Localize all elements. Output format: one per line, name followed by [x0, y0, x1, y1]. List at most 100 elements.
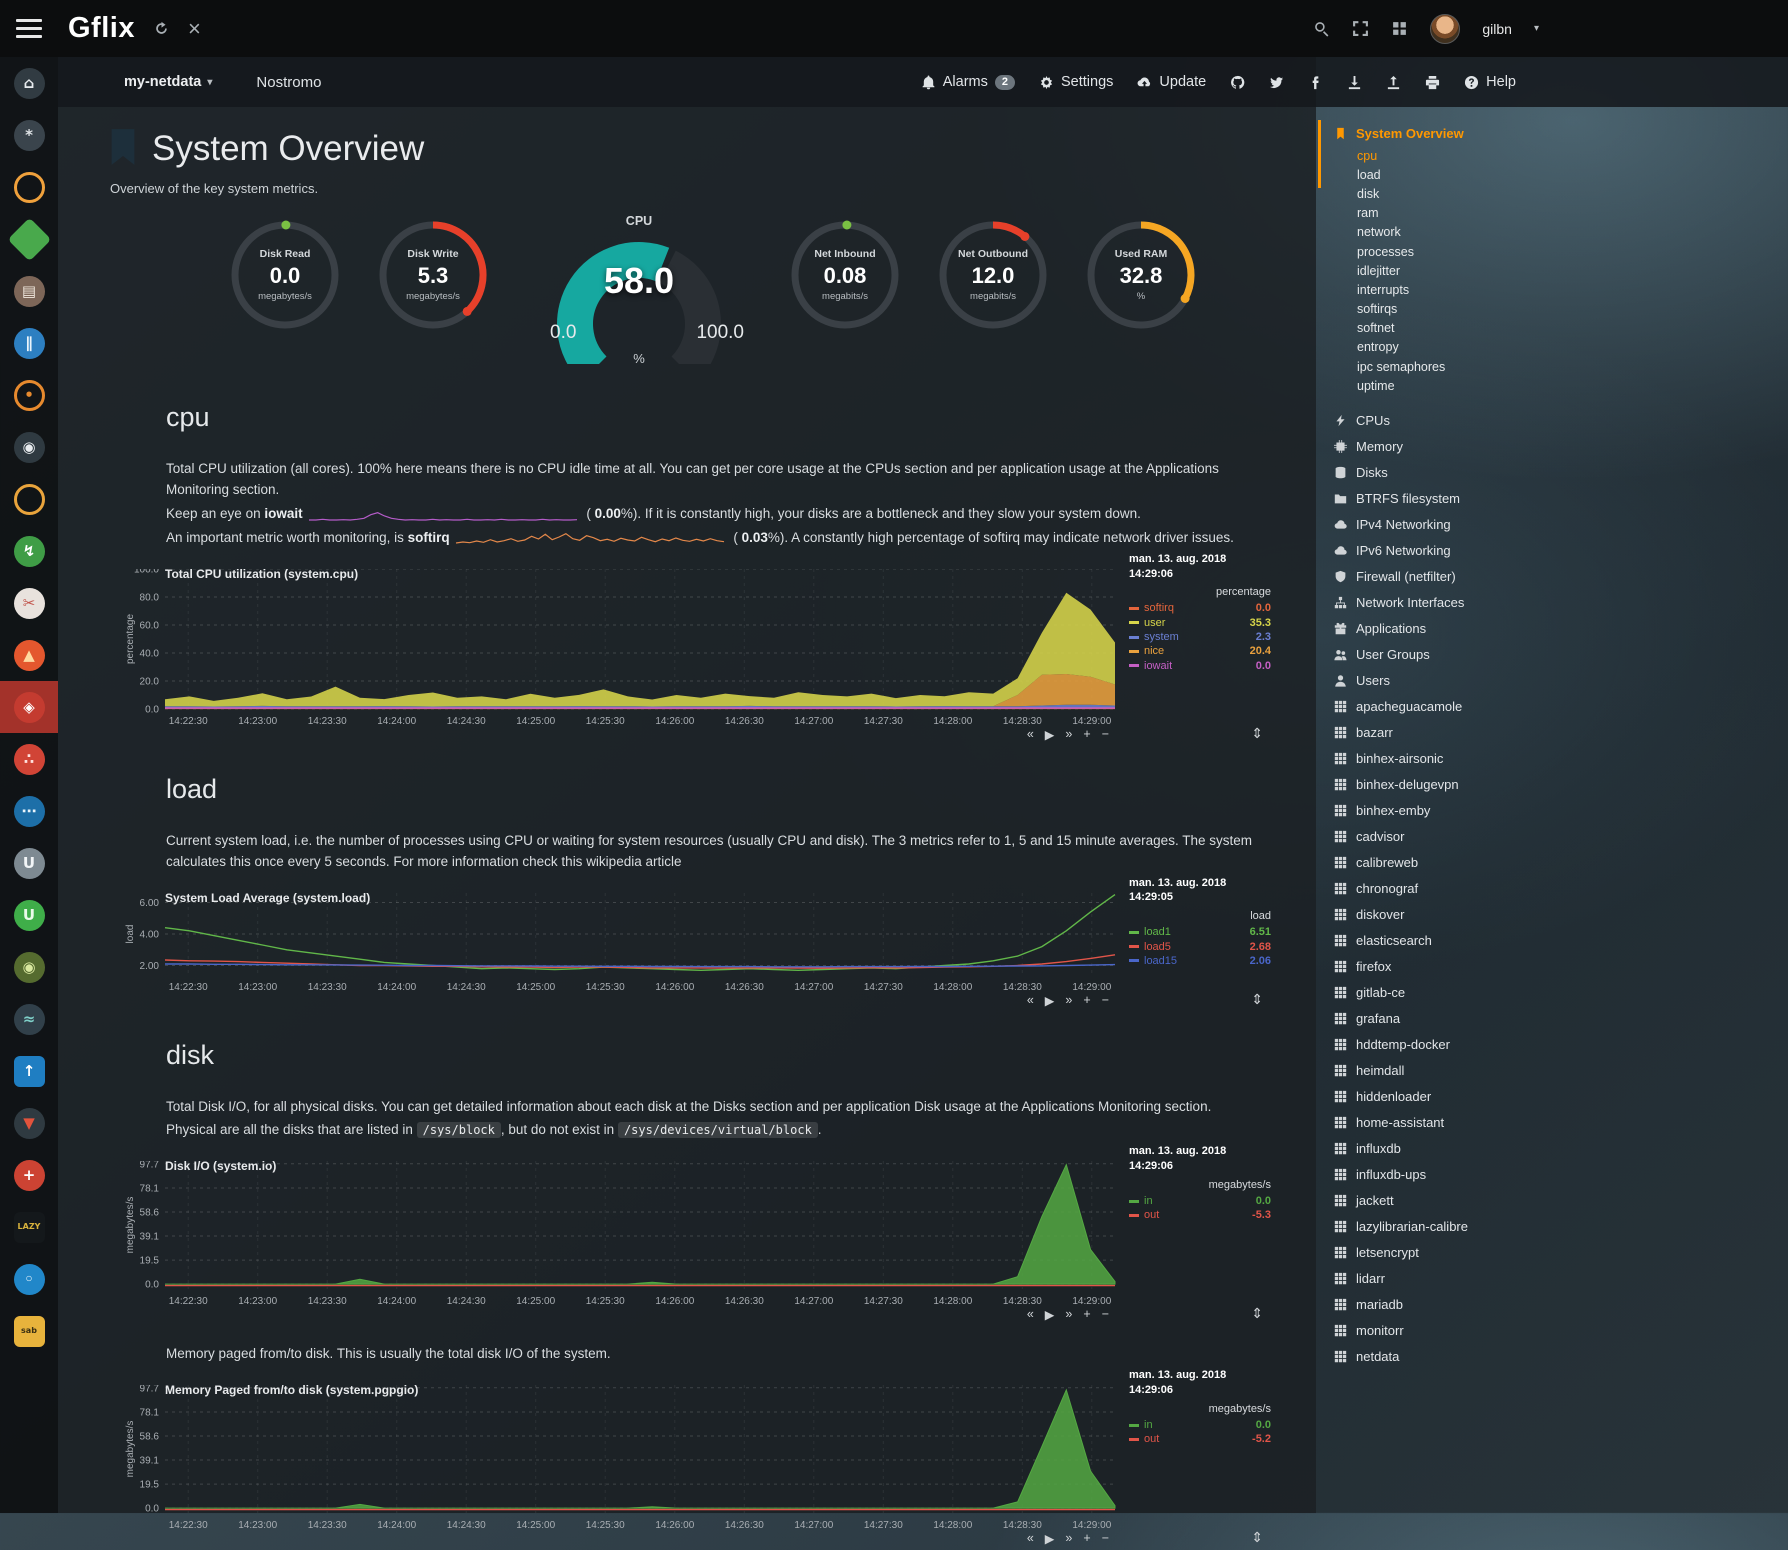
nav-app-influxdb-ups[interactable]: influxdb-ups: [1334, 1161, 1574, 1187]
rail-app-gray-u[interactable]: U: [0, 837, 58, 889]
nav-app-monitorr[interactable]: monitorr: [1334, 1317, 1574, 1343]
chart-pan-right-button[interactable]: »: [1065, 1307, 1072, 1322]
chart-play-button[interactable]: ▶: [1045, 727, 1055, 742]
nav-app-binhex-airsonic[interactable]: binhex-airsonic: [1334, 745, 1574, 771]
rail-app-amber-donut[interactable]: [0, 473, 58, 525]
nav-app-bazarr[interactable]: bazarr: [1334, 719, 1574, 745]
rail-app-camera[interactable]: ◉: [0, 421, 58, 473]
close-icon[interactable]: ×: [188, 18, 201, 40]
refresh-icon[interactable]: [153, 20, 170, 37]
host-dropdown[interactable]: my-netdata▾: [124, 74, 212, 90]
chart-play-button[interactable]: ▶: [1045, 993, 1055, 1008]
rail-app-settings-gear[interactable]: *: [0, 109, 58, 161]
chart-zoom-out-button[interactable]: −: [1102, 1307, 1109, 1322]
rail-app-water-drop[interactable]: ◦: [0, 1253, 58, 1305]
rail-app-avocado[interactable]: ◉: [0, 941, 58, 993]
nav-section-btrfs-filesystem[interactable]: BTRFS filesystem: [1334, 485, 1574, 511]
nav-app-hddtemp-docker[interactable]: hddtemp-docker: [1334, 1031, 1574, 1057]
rail-app-orange-ring[interactable]: [0, 161, 58, 213]
inline-sparkline[interactable]: [308, 507, 578, 522]
rail-app-search-ring[interactable]: •: [0, 369, 58, 421]
hostname[interactable]: Nostromo: [256, 74, 321, 91]
rail-app-green-u[interactable]: U: [0, 889, 58, 941]
wikipedia-link[interactable]: wikipedia article: [586, 854, 681, 869]
nav-section-applications[interactable]: Applications: [1334, 615, 1574, 641]
rail-app-lazy-badge[interactable]: LAZY: [0, 1201, 58, 1253]
nav-app-binhex-delugevpn[interactable]: binhex-delugevpn: [1334, 771, 1574, 797]
print-icon[interactable]: [1425, 75, 1440, 90]
nav-item-load[interactable]: load: [1334, 165, 1574, 184]
chart-zoom-in-button[interactable]: +: [1083, 1531, 1090, 1546]
alarms-button[interactable]: Alarms 2: [921, 74, 1015, 90]
inline-sparkline[interactable]: [455, 531, 725, 546]
nav-app-jackett[interactable]: jackett: [1334, 1187, 1574, 1213]
nav-section-disks[interactable]: Disks: [1334, 459, 1574, 485]
settings-button[interactable]: Settings: [1039, 74, 1113, 90]
chart-pan-right-button[interactable]: »: [1065, 1531, 1072, 1546]
nav-app-hiddenloader[interactable]: hiddenloader: [1334, 1083, 1574, 1109]
upload-icon[interactable]: [1386, 75, 1401, 90]
nav-section-users[interactable]: Users: [1334, 667, 1574, 693]
apps-grid-icon[interactable]: [1391, 20, 1408, 37]
github-icon[interactable]: [1230, 75, 1245, 90]
nav-app-chronograf[interactable]: chronograf: [1334, 875, 1574, 901]
nav-app-netdata[interactable]: netdata: [1334, 1343, 1574, 1369]
chart-zoom-in-button[interactable]: +: [1083, 727, 1090, 742]
chart-resize-handle[interactable]: ⇕: [1251, 991, 1263, 1008]
nav-item-entropy[interactable]: entropy: [1334, 338, 1574, 357]
nav-app-letsencrypt[interactable]: letsencrypt: [1334, 1239, 1574, 1265]
nav-section-system-overview[interactable]: System Overview: [1334, 120, 1574, 146]
gauge-used-ram[interactable]: Used RAM 32.8 %: [1082, 216, 1200, 356]
nav-app-home-assistant[interactable]: home-assistant: [1334, 1109, 1574, 1135]
nav-app-binhex-emby[interactable]: binhex-emby: [1334, 797, 1574, 823]
gauge-net-outbound[interactable]: Net Outbound 12.0 megabits/s: [934, 216, 1052, 356]
facebook-icon[interactable]: [1308, 75, 1323, 90]
nav-section-cpus[interactable]: CPUs: [1334, 407, 1574, 433]
chart-resize-handle[interactable]: ⇕: [1251, 1305, 1263, 1322]
nav-app-diskover[interactable]: diskover: [1334, 901, 1574, 927]
nav-item-network[interactable]: network: [1334, 223, 1574, 242]
help-button[interactable]: Help: [1464, 74, 1516, 90]
chart-pan-left-button[interactable]: «: [1027, 1531, 1034, 1546]
chart-resize-handle[interactable]: ⇕: [1251, 725, 1263, 742]
nav-app-heimdall[interactable]: heimdall: [1334, 1057, 1574, 1083]
rail-app-green-diamond[interactable]: [0, 213, 58, 265]
rail-app-red-shield-key[interactable]: ◈: [0, 681, 58, 733]
nav-item-ipc-semaphores[interactable]: ipc semaphores: [1334, 357, 1574, 376]
chart-zoom-in-button[interactable]: +: [1083, 993, 1090, 1008]
gauge-cpu[interactable]: CPU 58.0 0.0 100.0 %: [532, 216, 746, 366]
chart-zoom-out-button[interactable]: −: [1102, 1531, 1109, 1546]
rail-app-blue-dots[interactable]: ⋯: [0, 785, 58, 837]
chart-pan-left-button[interactable]: «: [1027, 993, 1034, 1008]
nav-app-firefox[interactable]: firefox: [1334, 953, 1574, 979]
nav-app-influxdb[interactable]: influxdb: [1334, 1135, 1574, 1161]
fullscreen-icon[interactable]: [1352, 20, 1369, 37]
nav-app-cadvisor[interactable]: cadvisor: [1334, 823, 1574, 849]
nav-section-firewall-netfilter[interactable]: Firewall (netfilter): [1334, 563, 1574, 589]
nav-item-processes[interactable]: processes: [1334, 242, 1574, 261]
chart-play-button[interactable]: ▶: [1045, 1531, 1055, 1546]
nav-item-disk[interactable]: disk: [1334, 184, 1574, 203]
chart-pan-right-button[interactable]: »: [1065, 993, 1072, 1008]
nav-app-gitlab-ce[interactable]: gitlab-ce: [1334, 979, 1574, 1005]
nav-section-user-groups[interactable]: User Groups: [1334, 641, 1574, 667]
nav-item-cpu[interactable]: cpu: [1334, 146, 1574, 165]
nav-app-lazylibrarian-calibre[interactable]: lazylibrarian-calibre: [1334, 1213, 1574, 1239]
gauge-disk-write[interactable]: Disk Write 5.3 megabytes/s: [374, 216, 492, 356]
rail-app-red-badge[interactable]: +: [0, 1149, 58, 1201]
chart-resize-handle[interactable]: ⇕: [1251, 1529, 1263, 1546]
chart-pan-left-button[interactable]: «: [1027, 1307, 1034, 1322]
nav-app-grafana[interactable]: grafana: [1334, 1005, 1574, 1031]
update-button[interactable]: Update: [1137, 74, 1206, 90]
nav-item-softnet[interactable]: softnet: [1334, 319, 1574, 338]
